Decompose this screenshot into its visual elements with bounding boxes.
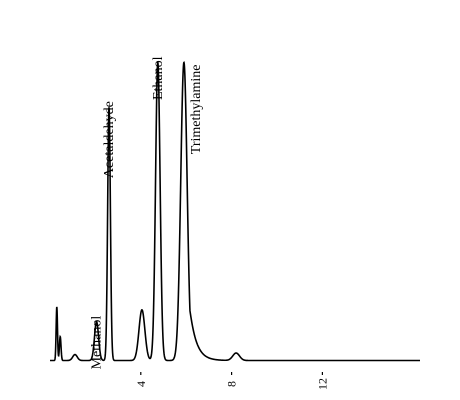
x-tick-label: 8 — [225, 381, 239, 387]
peak-label-methanol: Methanol — [90, 316, 105, 370]
peak-label-trimethylamine: Trimethylamine — [189, 65, 204, 155]
chromatogram-trace — [50, 60, 420, 362]
peak-label-ethanol: Ethanol — [151, 56, 166, 100]
x-tick-label: 12 — [315, 378, 329, 390]
x-tick-label: 4 — [134, 381, 148, 387]
plot-area: 4 8 12 Methanol Acetaldehyde Ethanol Trimethyl… — [50, 56, 420, 390]
peak-label-acetaldehyde: Acetaldehyde — [102, 101, 117, 178]
